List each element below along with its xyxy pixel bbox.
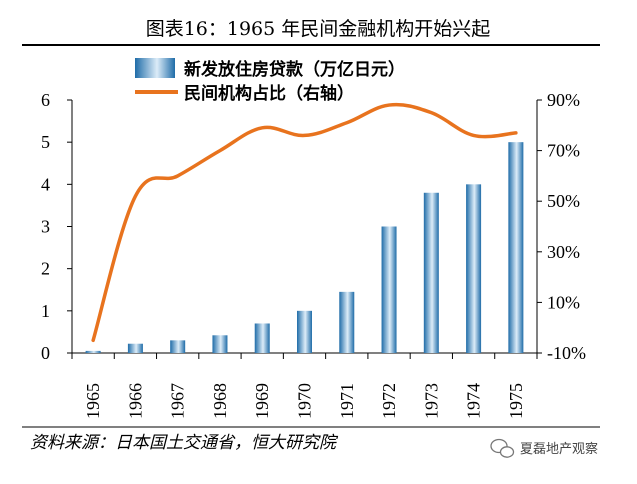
left-tick-label: 1 (41, 301, 50, 321)
x-tick-label: 1970 (295, 383, 315, 419)
x-tick-label: 1974 (464, 383, 484, 419)
left-tick-label: 4 (41, 174, 50, 194)
chart-title: 图表16：1965 年民间金融机构开始兴起 (146, 18, 491, 40)
x-tick-label: 1967 (168, 383, 188, 419)
bar (85, 350, 101, 353)
watermark-text: 夏磊地产观察 (520, 442, 598, 457)
bar (423, 192, 439, 353)
left-tick-label: 2 (41, 259, 50, 279)
legend: 新发放住房贷款（万亿日元） 民间机构占比（右轴） (135, 58, 405, 104)
bar (297, 310, 312, 353)
x-tick-label: 1966 (125, 383, 145, 419)
x-tick-label: 1971 (337, 383, 357, 419)
bar (466, 184, 482, 353)
x-tick-label: 1975 (506, 383, 526, 419)
x-tick-label: 1968 (210, 383, 230, 419)
bar (212, 335, 228, 353)
x-tick-label: 1972 (379, 383, 399, 419)
bar (254, 323, 270, 353)
wechat-icon (490, 438, 515, 458)
right-tick-label: 70% (547, 141, 580, 161)
left-tick-label: 6 (41, 90, 50, 110)
left-tick-label: 0 (41, 343, 50, 363)
right-tick-label: 10% (547, 292, 580, 312)
legend-line-label: 民间机构占比（右轴） (184, 83, 354, 104)
watermark: 夏磊地产观察 (490, 438, 598, 458)
legend-bar-swatch (135, 58, 175, 78)
left-axis-ticks: 0 1 2 3 4 5 6 (41, 90, 72, 363)
x-tick-label: 1973 (421, 383, 441, 419)
legend-bar-label: 新发放住房贷款（万亿日元） (184, 59, 405, 80)
x-tick-label: 1969 (252, 383, 272, 419)
bar (127, 343, 143, 353)
share-line (91, 102, 518, 343)
x-tick-label: 1965 (83, 383, 103, 419)
right-tick-label: -10% (547, 343, 586, 363)
x-axis-ticks: 1965 1966 1967 1968 1969 1970 1971 1972 1973 1974… (71, 353, 538, 419)
right-axis-ticks: -10% 10% 30% 50% 70% 90% (537, 90, 586, 363)
bar (339, 291, 355, 353)
source-note: 资料来源：日本国土交通省，恒大研究院 (30, 433, 339, 453)
left-tick-label: 3 (41, 217, 50, 237)
bar (170, 340, 186, 353)
bar (508, 142, 524, 353)
right-tick-label: 30% (547, 242, 580, 262)
bar-series (85, 142, 524, 353)
right-tick-label: 90% (547, 90, 580, 110)
bar (381, 226, 397, 353)
line-series (91, 102, 518, 343)
right-tick-label: 50% (547, 191, 580, 211)
left-tick-label: 5 (41, 132, 50, 152)
